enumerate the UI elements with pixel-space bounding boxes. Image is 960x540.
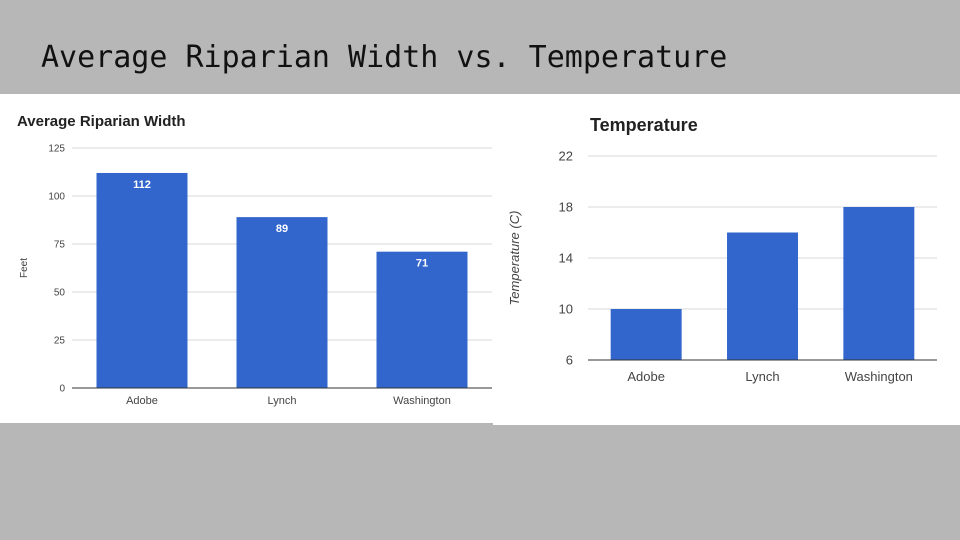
width-x-tick-label: Lynch xyxy=(268,395,297,407)
width-data-label: 71 xyxy=(416,258,428,270)
width-bar-chart: Average Riparian Width 0 25 50 75 100 125 Feet 1… xyxy=(17,113,492,407)
temp-y-tick-label: 6 xyxy=(566,353,573,368)
temp-bar xyxy=(843,207,915,360)
width-bar xyxy=(236,217,328,388)
width-y-tick-label: 75 xyxy=(54,240,66,251)
temp-bar xyxy=(610,309,682,360)
temp-y-tick-label: 22 xyxy=(559,149,573,164)
width-bar xyxy=(376,251,468,388)
temp-y-axis-label: Temperature (C) xyxy=(507,211,522,306)
width-y-tick-label: 0 xyxy=(59,384,65,395)
width-y-axis-label: Feet xyxy=(19,258,30,278)
temp-y-tick-label: 10 xyxy=(559,302,573,317)
width-bar xyxy=(96,172,188,388)
temp-x-tick-label: Lynch xyxy=(745,369,779,384)
temp-y-tick-label: 14 xyxy=(559,251,573,266)
slide-title: Average Riparian Width vs. Temperature xyxy=(41,40,728,75)
width-chart-panel: Average Riparian Width 0 25 50 75 100 125 Feet 1… xyxy=(0,94,533,423)
width-y-tick-label: 125 xyxy=(48,144,65,155)
width-data-label: 112 xyxy=(133,179,151,191)
temp-y-tick-label: 18 xyxy=(559,200,573,215)
width-y-tick-label: 25 xyxy=(54,336,66,347)
width-chart-title: Average Riparian Width xyxy=(17,113,186,130)
temp-x-tick-label: Washington xyxy=(845,369,913,384)
width-y-tick-label: 50 xyxy=(54,288,66,299)
width-y-tick-label: 100 xyxy=(48,192,65,203)
width-data-label: 89 xyxy=(276,223,288,235)
width-x-tick-label: Washington xyxy=(393,395,451,407)
temp-x-tick-label: Adobe xyxy=(627,369,665,384)
width-x-tick-label: Adobe xyxy=(126,395,158,407)
temp-chart-title: Temperature xyxy=(590,115,698,135)
temperature-chart-panel: Temperature 6 10 14 18 22 Temperature (C) Adobe… xyxy=(493,94,960,425)
temp-bar xyxy=(727,232,798,360)
temperature-bar-chart: Temperature 6 10 14 18 22 Temperature (C) Adobe… xyxy=(507,115,937,384)
